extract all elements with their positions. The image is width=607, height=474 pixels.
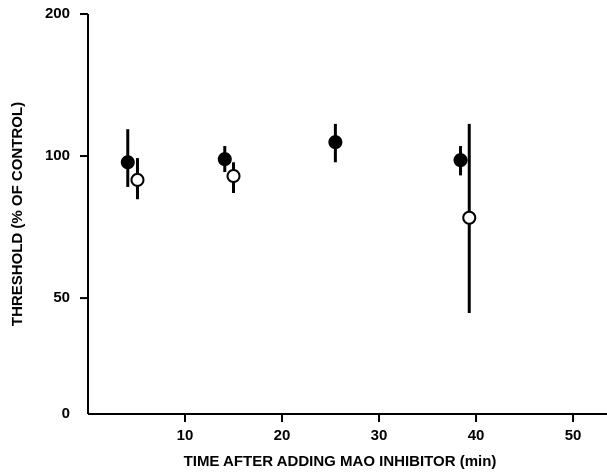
point [328,135,343,150]
x-tick-label: 10 [177,427,194,444]
x-axis-label: TIME AFTER ADDING MAO INHIBITOR (min) [184,453,497,470]
x-tick-label: 50 [565,427,582,444]
point [217,152,232,167]
y-axis-label: THRESHOLD (% OF CONTROL) [9,102,26,326]
y-tick-label: 100 [45,147,70,164]
point [462,210,477,225]
point [453,153,468,168]
y-tick-label: 200 [45,5,70,22]
x-tick-label: 40 [468,427,485,444]
point [120,155,135,170]
point [130,172,145,187]
y-tick-label: 50 [53,289,70,306]
point [226,169,241,184]
x-tick-label: 20 [274,427,291,444]
y-axis-floor-label: 0 [62,405,70,422]
x-tick-label: 30 [371,427,388,444]
